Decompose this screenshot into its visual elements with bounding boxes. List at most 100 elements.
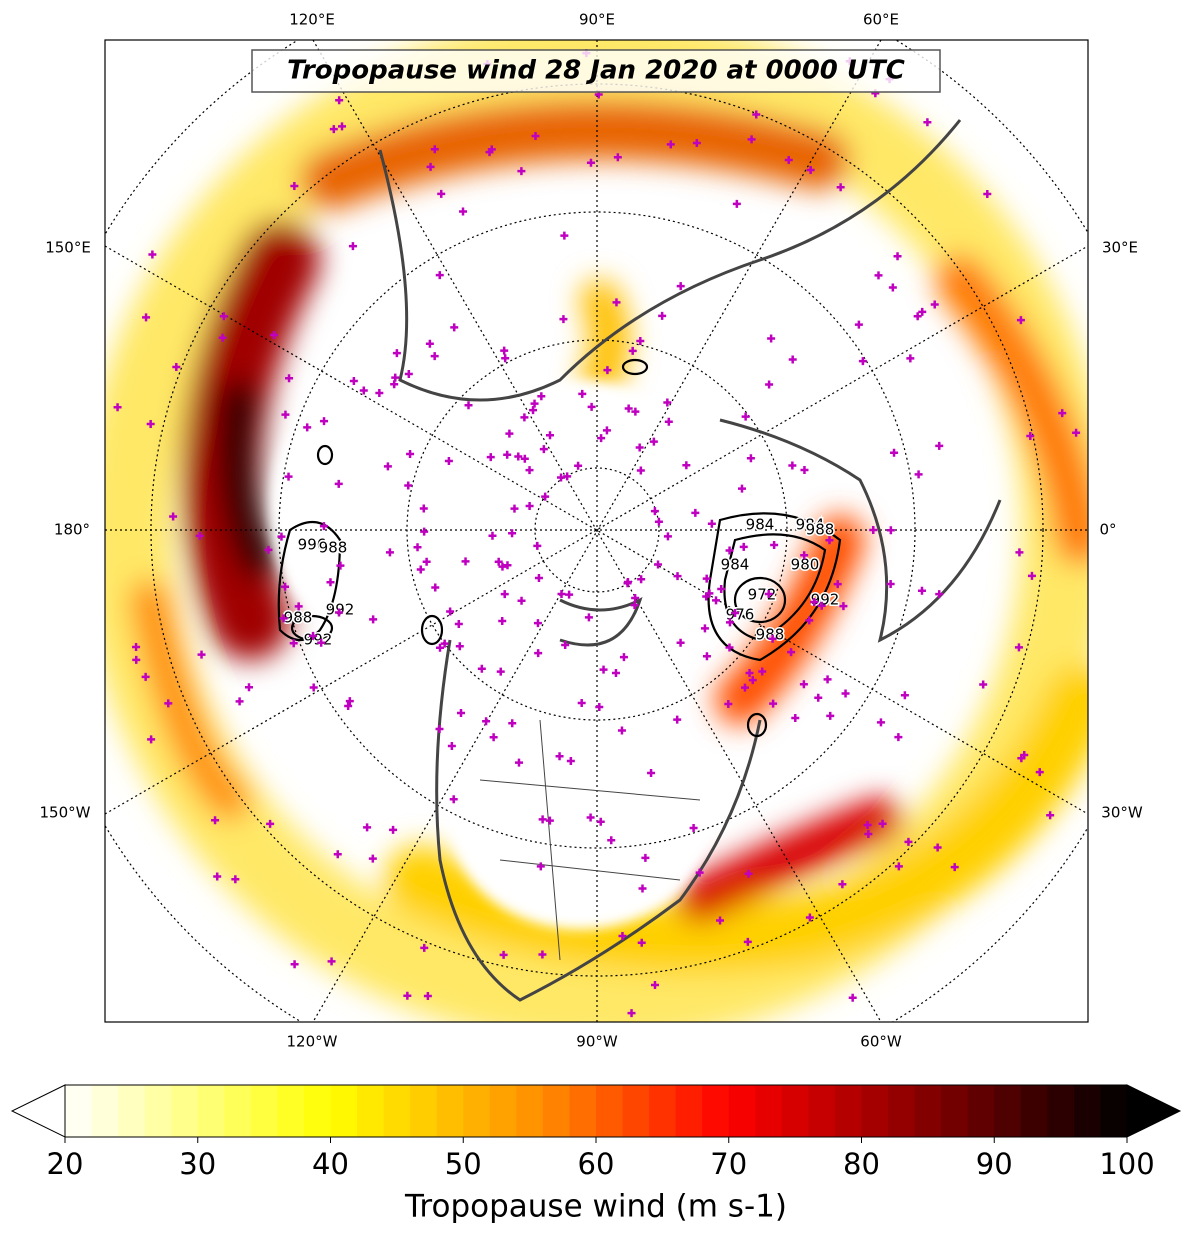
station-marker <box>132 642 141 651</box>
station-marker <box>270 331 279 340</box>
pressure-contours <box>277 358 842 738</box>
station-marker <box>426 162 435 171</box>
station-marker <box>557 590 566 599</box>
station-marker <box>345 697 354 706</box>
colorbar-segment <box>250 1085 278 1137</box>
station-marker <box>743 937 752 946</box>
station-marker <box>817 601 826 610</box>
station-marker <box>630 601 639 610</box>
station-marker <box>435 725 444 734</box>
colorbar-segment <box>834 1085 862 1137</box>
station-marker <box>146 420 155 429</box>
station-marker <box>392 349 401 358</box>
station-marker <box>383 462 392 471</box>
station-marker <box>595 702 604 711</box>
station-marker <box>416 565 425 574</box>
station-marker <box>732 199 741 208</box>
station-marker <box>422 557 431 566</box>
station-marker <box>436 643 445 652</box>
station-marker <box>767 334 776 343</box>
station-marker <box>839 602 848 611</box>
station-marker <box>631 593 640 602</box>
station-marker <box>810 598 819 607</box>
longitude-label: 60°E <box>863 11 899 29</box>
colorbar-segment <box>1073 1085 1101 1137</box>
station-marker <box>503 561 512 570</box>
station-marker <box>612 298 621 307</box>
station-marker <box>359 386 368 395</box>
colorbar-segment <box>569 1085 597 1137</box>
colorbar-segment <box>436 1085 464 1137</box>
station-marker <box>647 768 656 777</box>
station-marker <box>1035 768 1044 777</box>
station-marker <box>716 916 725 925</box>
station-marker <box>406 450 415 459</box>
station-marker <box>534 649 543 658</box>
station-marker <box>664 417 673 426</box>
station-marker <box>285 374 294 383</box>
station-marker <box>514 758 523 767</box>
station-marker <box>461 557 470 566</box>
colorbar-segment <box>994 1085 1022 1137</box>
colorbar-segment <box>330 1085 358 1137</box>
colorbar-segment <box>861 1085 889 1137</box>
station-marker <box>404 369 413 378</box>
colorbar-segment <box>675 1085 703 1137</box>
station-marker <box>494 557 503 566</box>
station-marker <box>788 461 797 470</box>
colorbar-segment <box>224 1085 252 1137</box>
station-marker <box>420 943 429 952</box>
station-marker <box>508 719 517 728</box>
station-marker <box>501 354 510 363</box>
station-marker <box>1046 811 1055 820</box>
colorbar-segment <box>542 1085 570 1137</box>
station-marker <box>979 680 988 689</box>
contour-label: 988 <box>284 609 313 627</box>
station-marker <box>814 693 823 702</box>
station-marker <box>676 282 685 291</box>
station-marker <box>658 311 667 320</box>
station-marker <box>266 819 275 828</box>
colorbar-segment <box>516 1085 544 1137</box>
colorbar-segment <box>171 1085 199 1137</box>
longitude-label: 120°E <box>289 11 335 29</box>
station-marker <box>333 850 342 859</box>
station-marker <box>838 880 847 889</box>
colorbar-segment <box>755 1085 783 1137</box>
station-marker <box>211 816 220 825</box>
station-marker <box>918 307 927 316</box>
station-marker <box>611 668 620 677</box>
station-marker <box>841 689 850 698</box>
station-marker <box>636 336 645 345</box>
colorbar-segment <box>702 1085 730 1137</box>
station-marker <box>430 352 439 361</box>
station-marker <box>335 608 344 617</box>
station-marker <box>627 1009 636 1018</box>
station-marker <box>641 853 650 862</box>
contour-label: 988 <box>806 521 835 539</box>
station-marker <box>517 596 526 605</box>
station-marker <box>431 583 440 592</box>
station-marker <box>520 413 529 422</box>
station-marker <box>172 363 181 372</box>
station-marker <box>530 399 539 408</box>
title-box <box>251 49 941 93</box>
station-marker <box>545 431 554 440</box>
station-marker <box>1016 316 1025 325</box>
station-marker <box>389 825 398 834</box>
contour-label: 984 <box>796 516 825 534</box>
station-marker <box>555 752 564 761</box>
station-marker <box>505 429 514 438</box>
station-marker <box>574 461 583 470</box>
colorbar-segment <box>941 1085 969 1137</box>
station-marker <box>1026 431 1035 440</box>
station-marker <box>930 300 939 309</box>
longitude-label: 30°E <box>1102 239 1138 257</box>
station-marker <box>413 543 422 552</box>
station-marker <box>147 735 156 744</box>
station-marker <box>654 560 663 569</box>
station-marker <box>602 426 611 435</box>
station-marker <box>858 357 867 366</box>
colorbar-segment <box>967 1085 995 1137</box>
